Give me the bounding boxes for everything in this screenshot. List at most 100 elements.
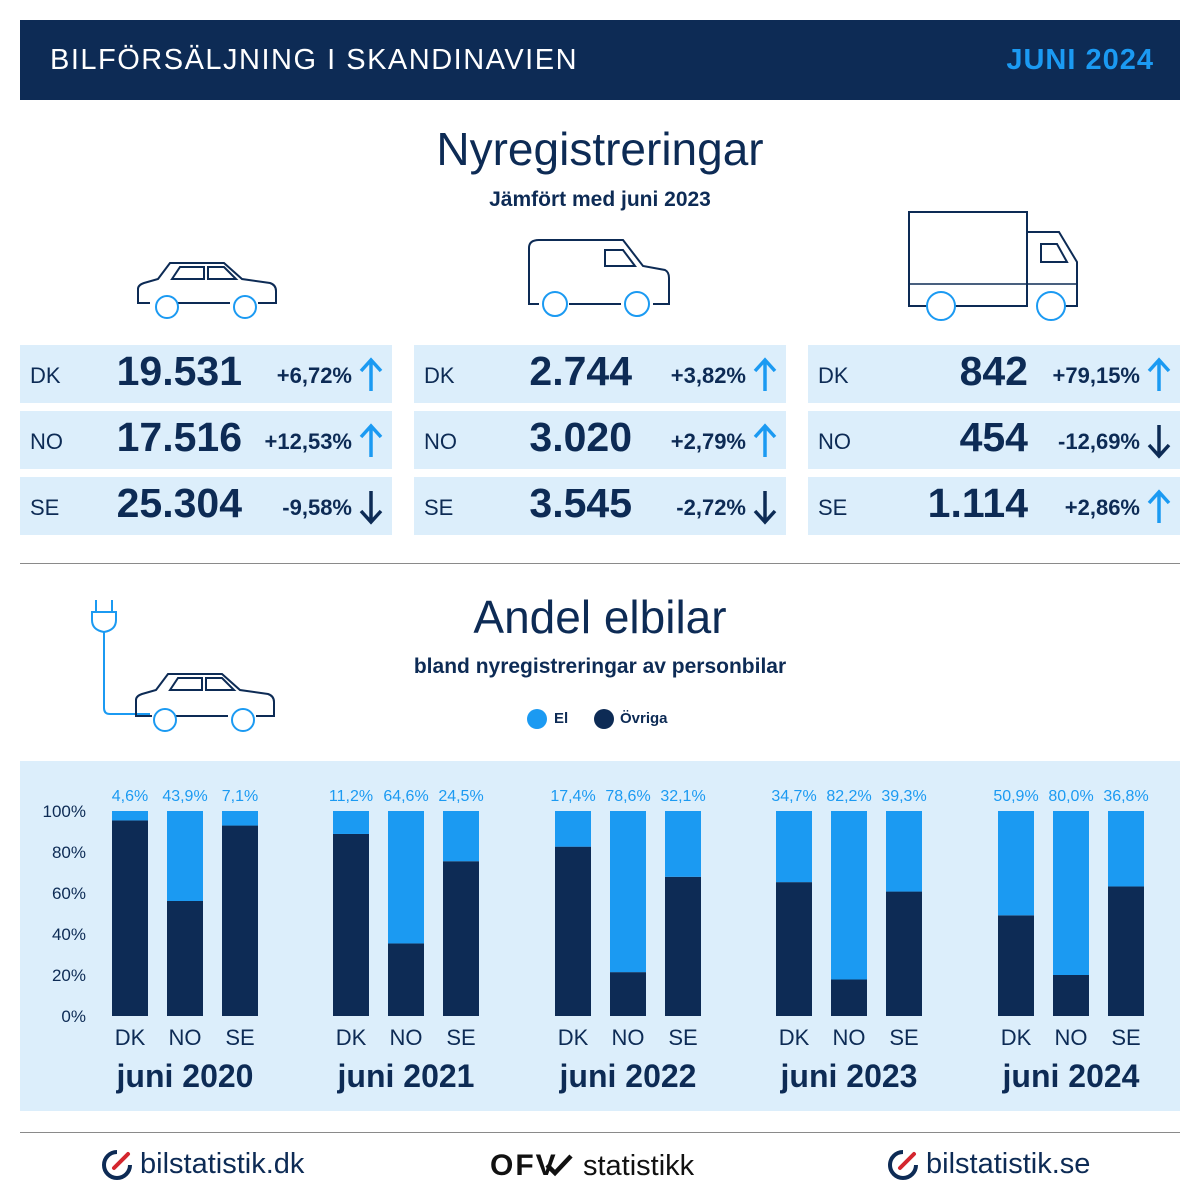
bar-ovriga [555, 846, 591, 1016]
bar-el [831, 811, 867, 980]
registrations-subtitle: Jämfört med juni 2023 [489, 188, 711, 211]
legend-ovriga-label: Övriga [620, 710, 668, 727]
stat-row-truck-se: SE 1.114 +2,86% [808, 477, 1180, 535]
y-tick-label: 0% [61, 1007, 86, 1026]
bar-el [998, 811, 1034, 916]
stat-row-van-no: NO 3.020 +2,79% [414, 411, 786, 469]
change-percent: -9,58% [282, 495, 352, 520]
change-percent: +2,79% [670, 429, 746, 454]
country-label: SE [818, 495, 848, 520]
bar-el [112, 811, 148, 821]
stat-row-truck-dk: DK 842 +79,15% [808, 345, 1180, 403]
bar-ovriga [831, 979, 867, 1016]
group-label: juni 2023 [780, 1058, 918, 1094]
data-label: 50,9% [993, 788, 1038, 805]
bar-ovriga [610, 972, 646, 1016]
bar-ovriga [665, 876, 701, 1016]
bar-el [443, 811, 479, 862]
y-tick-label: 20% [52, 966, 86, 985]
stat-row-van-dk: DK 2.744 +3,82% [414, 345, 786, 403]
stacked-bar-chart: 0% 20% 40% 60% 80% 100% 4,6% DK 43,9% NO 7,1% SE jun… [43, 788, 1149, 1094]
legend-el-label: El [554, 710, 569, 727]
bar-el [886, 811, 922, 892]
stat-row-van-se: SE 3.545 -2,72% [414, 477, 786, 535]
arrow-up-icon [1147, 357, 1171, 391]
arrow-down-icon [359, 491, 383, 525]
legend-el-swatch [527, 709, 547, 729]
change-percent: +2,86% [1064, 495, 1140, 520]
x-tick-label: DK [779, 1025, 810, 1050]
ofv-logo-text: OFV [490, 1149, 558, 1182]
y-tick-label: 40% [52, 925, 86, 944]
footer-link-se[interactable]: bilstatistik.se [926, 1148, 1091, 1180]
bar-el [1053, 811, 1089, 975]
stat-row-car-dk: DK 19.531 +6,72% [20, 345, 392, 403]
arrow-up-icon [359, 357, 383, 391]
registrations-title: Nyregistreringar [436, 123, 764, 175]
registration-count: 3.545 [529, 480, 632, 526]
country-label: DK [424, 363, 455, 388]
arrow-up-icon [753, 357, 777, 391]
registration-count: 19.531 [116, 348, 242, 394]
ev-share-subtitle: bland nyregistreringar av personbilar [413, 655, 787, 678]
data-label: 78,6% [605, 788, 650, 805]
registration-count: 1.114 [927, 480, 1028, 526]
bar-el [776, 811, 812, 883]
bar-el [388, 811, 424, 944]
group-label: juni 2022 [559, 1058, 697, 1094]
gauge-logo-icon [888, 1150, 918, 1180]
change-percent: +6,72% [276, 363, 352, 388]
change-percent: +3,82% [670, 363, 746, 388]
country-label: NO [30, 429, 63, 454]
van-icon [528, 239, 670, 317]
data-label: 64,6% [383, 788, 428, 805]
bar-ovriga [388, 943, 424, 1016]
header-title: BILFÖRSÄLJNING I SKANDINAVIEN [50, 44, 579, 76]
bar-ovriga [333, 833, 369, 1016]
country-label: NO [818, 429, 851, 454]
x-tick-label: NO [169, 1025, 202, 1050]
footer-link-dk[interactable]: bilstatistik.dk [140, 1148, 305, 1180]
header-bar: BILFÖRSÄLJNING I SKANDINAVIEN JUNI 2024 [20, 20, 1180, 100]
data-label: 80,0% [1048, 788, 1093, 805]
bar-el [665, 811, 701, 877]
footer-statistikk: statistikk [583, 1150, 695, 1182]
data-label: 34,7% [771, 788, 816, 805]
bar-ovriga [998, 915, 1034, 1016]
registration-count: 2.744 [529, 348, 632, 394]
arrow-down-icon [1147, 425, 1171, 459]
truck-icon [908, 211, 1078, 321]
x-tick-label: SE [889, 1025, 918, 1050]
data-label: 43,9% [162, 788, 207, 805]
footer-divider [20, 1132, 1180, 1133]
data-label: 32,1% [660, 788, 705, 805]
x-tick-label: NO [1055, 1025, 1088, 1050]
y-tick-label: 80% [52, 843, 86, 862]
chart-panel: 0% 20% 40% 60% 80% 100% 4,6% DK 43,9% NO 7,1% SE jun… [20, 761, 1180, 1111]
arrow-up-icon [753, 423, 777, 457]
x-tick-label: SE [446, 1025, 475, 1050]
arrow-up-icon [359, 423, 383, 457]
data-label: 82,2% [826, 788, 871, 805]
x-tick-label: SE [225, 1025, 254, 1050]
bar-el [555, 811, 591, 847]
y-tick-label: 60% [52, 884, 86, 903]
x-tick-label: SE [1111, 1025, 1140, 1050]
bar-el [222, 811, 258, 826]
stat-row-truck-no: NO 454 -12,69% [808, 411, 1180, 469]
group-label: juni 2024 [1002, 1058, 1140, 1094]
country-label: DK [818, 363, 849, 388]
y-tick-label: 100% [43, 802, 86, 821]
data-label: 4,6% [112, 788, 148, 805]
x-tick-label: DK [558, 1025, 589, 1050]
x-tick-label: DK [115, 1025, 146, 1050]
bar-el [333, 811, 369, 834]
data-label: 36,8% [1103, 788, 1148, 805]
registration-count: 842 [959, 348, 1028, 394]
arrow-up-icon [1147, 489, 1171, 523]
country-label: NO [424, 429, 457, 454]
bar-el [167, 811, 203, 901]
bar-ovriga [1053, 975, 1089, 1016]
x-tick-label: DK [336, 1025, 367, 1050]
bar-ovriga [443, 861, 479, 1016]
